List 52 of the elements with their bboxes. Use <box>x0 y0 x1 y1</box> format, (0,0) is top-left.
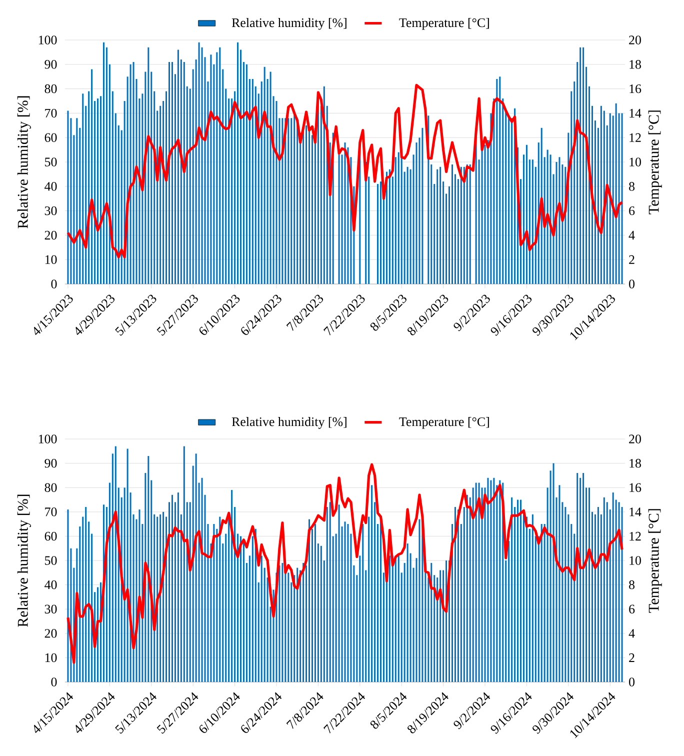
y2-axis-title: Temperature [°C] <box>648 110 662 214</box>
y-tick-label: 20 <box>44 230 57 240</box>
y-tick-label: 30 <box>44 206 57 216</box>
y-tick-label: 80 <box>44 84 57 94</box>
y2-axis-title: Temperature [°C] <box>648 509 662 613</box>
y2-tick-label: 20 <box>629 434 641 444</box>
y-tick-label: 30 <box>44 604 57 614</box>
y2-tick-label: 2 <box>629 653 634 662</box>
y-axis-title: Relative humidity [%] <box>17 96 31 228</box>
y-tick-label: 10 <box>45 255 57 264</box>
y-tick-label: 100 <box>38 434 57 444</box>
y-tick-label: 100 <box>38 36 57 44</box>
legend-label: Temperature [°C] <box>399 417 489 429</box>
legend-label: Relative humidity [%] <box>232 417 346 429</box>
y2-tick-label: 20 <box>629 36 641 44</box>
y2-tick-label: 18 <box>630 60 641 69</box>
y2-tick-label: 14 <box>630 108 642 118</box>
y2-tick-label: 14 <box>630 508 642 516</box>
y-axis-title: Relative humidity [%] <box>17 494 31 627</box>
y2-tick-label: 10 <box>630 556 641 565</box>
y-tick-label: 70 <box>45 508 57 516</box>
y2-tick-label: 8 <box>629 580 635 590</box>
y-tick-label: 20 <box>44 629 57 638</box>
y2-tick-label: 6 <box>629 604 635 614</box>
y2-tick-label: 0 <box>629 280 635 288</box>
y-tick-label: 70 <box>45 108 57 118</box>
y2-tick-label: 16 <box>630 483 642 492</box>
y-tick-label: 0 <box>51 280 57 288</box>
legend-label: Relative humidity [%] <box>232 18 346 30</box>
y-tick-label: 80 <box>44 483 57 492</box>
y2-tick-label: 16 <box>630 84 642 94</box>
y2-tick-label: 4 <box>628 230 635 240</box>
y-tick-label: 40 <box>44 580 57 590</box>
y2-tick-label: 6 <box>629 206 635 216</box>
y-tick-label: 10 <box>45 653 57 662</box>
legend-label: Temperature [°C] <box>399 18 489 30</box>
y2-tick-label: 0 <box>629 678 635 686</box>
y2-tick-label: 8 <box>629 182 635 191</box>
y2-tick-label: 4 <box>628 629 635 638</box>
y-tick-label: 50 <box>45 158 57 166</box>
y-tick-label: 60 <box>44 133 57 142</box>
y-tick-label: 50 <box>45 556 57 565</box>
y-tick-label: 0 <box>51 678 57 686</box>
y-tick-label: 90 <box>44 60 57 69</box>
y-tick-label: 90 <box>44 458 57 468</box>
y2-tick-label: 10 <box>630 158 641 166</box>
y2-tick-label: 2 <box>629 255 634 264</box>
y2-tick-label: 18 <box>630 458 641 468</box>
y2-tick-label: 12 <box>630 532 641 540</box>
y-tick-label: 40 <box>44 182 57 191</box>
y2-tick-label: 12 <box>630 133 641 142</box>
y-tick-label: 60 <box>44 532 57 541</box>
